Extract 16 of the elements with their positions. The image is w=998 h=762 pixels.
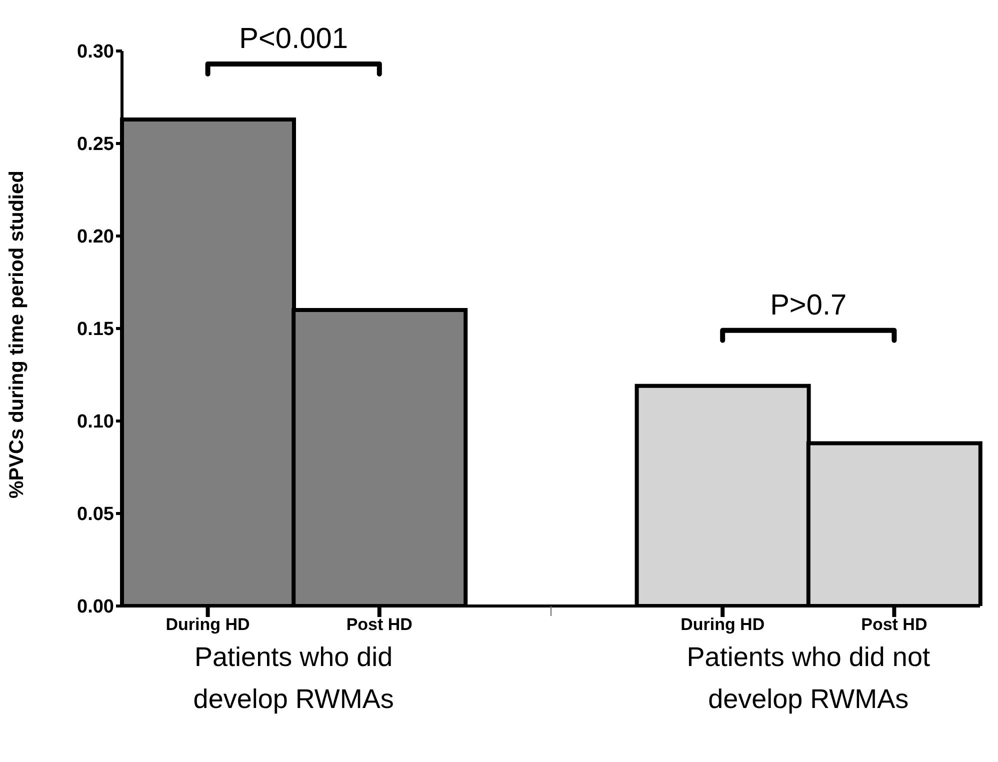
y-tick-label: 0.15 bbox=[77, 319, 114, 340]
x-tick-label: Post HD bbox=[861, 615, 928, 634]
text: Patients who did develop RWMAs bbox=[192, 641, 395, 716]
x-tick-label: Post HD bbox=[346, 615, 412, 634]
y-tick-label: 0.00 bbox=[77, 596, 114, 618]
y-tick-label: 0.20 bbox=[77, 226, 114, 248]
x-tick-label: During HD bbox=[680, 615, 765, 634]
y-tick-label: 0.05 bbox=[77, 504, 114, 526]
y-tick-label: 0.25 bbox=[77, 134, 114, 156]
text: Patients who did not develop RWMAs bbox=[686, 641, 931, 716]
y-axis-title: %PVCs during time period studied bbox=[6, 170, 28, 498]
x-tick-label: During HD bbox=[166, 615, 250, 634]
y-tick-label: 0.10 bbox=[77, 412, 114, 433]
annotation: P>0.7 bbox=[770, 289, 847, 322]
y-tick-label: 0.30 bbox=[77, 42, 114, 63]
annotation: P<0.001 bbox=[239, 22, 348, 55]
